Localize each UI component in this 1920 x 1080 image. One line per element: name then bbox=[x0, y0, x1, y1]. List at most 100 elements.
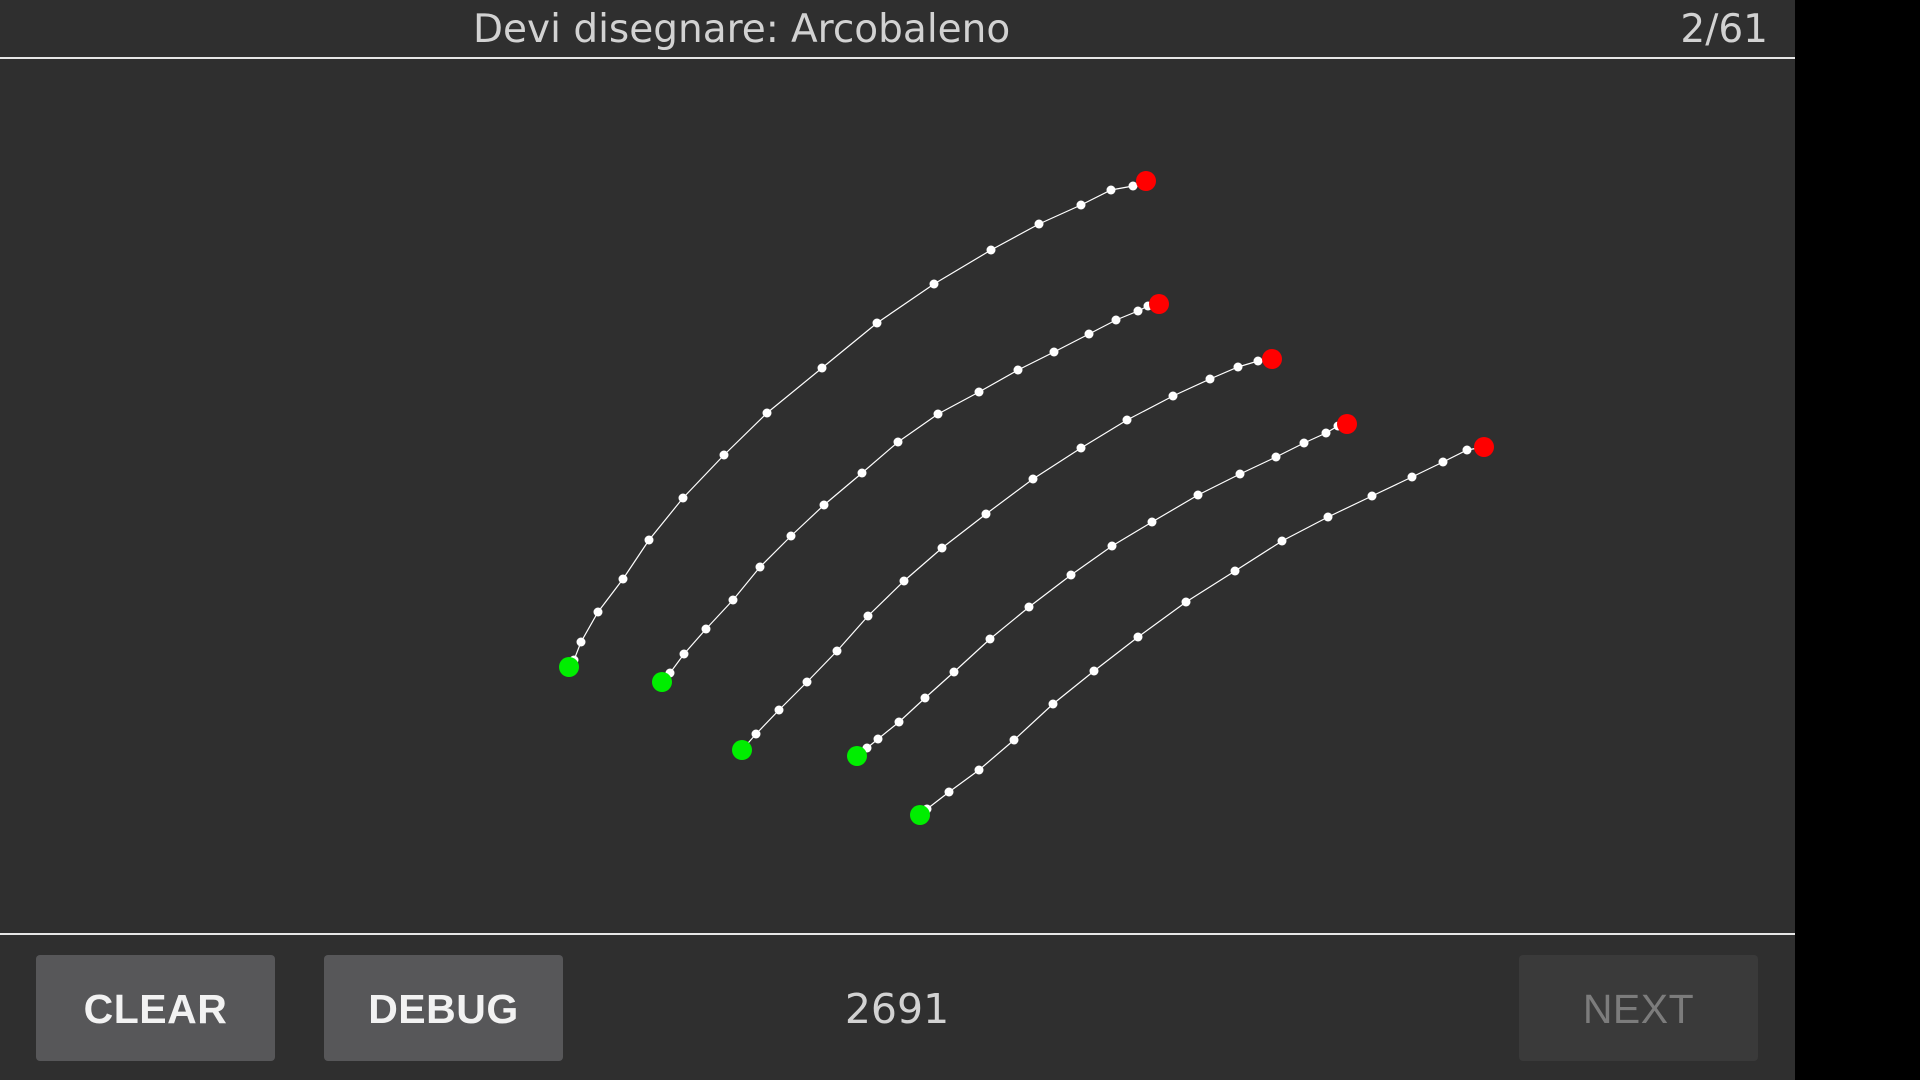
stroke-1 bbox=[559, 171, 1156, 677]
stroke-sample-point bbox=[802, 677, 812, 687]
stroke-sample-point bbox=[1233, 362, 1243, 372]
stroke-4 bbox=[847, 414, 1357, 766]
stroke-sample-point bbox=[873, 734, 883, 744]
stroke-sample-point bbox=[679, 649, 689, 659]
stroke-sample-point bbox=[944, 787, 954, 797]
screen-edge-strip bbox=[1795, 0, 1920, 1080]
stroke-sample-point bbox=[755, 562, 765, 572]
stroke-sample-point bbox=[894, 717, 904, 727]
bottom-divider bbox=[0, 933, 1795, 935]
score-value: 2691 bbox=[844, 985, 950, 1033]
stroke-sample-point bbox=[863, 611, 873, 621]
stroke-start-point bbox=[559, 657, 579, 677]
stroke-path bbox=[568, 180, 1147, 668]
stroke-sample-point bbox=[1181, 597, 1191, 607]
stroke-sample-point bbox=[1111, 315, 1121, 325]
stroke-sample-point bbox=[1024, 602, 1034, 612]
progress-counter: 2/61 bbox=[1680, 7, 1768, 52]
prompt-label: Devi disegnare: bbox=[473, 7, 779, 52]
stroke-sample-point bbox=[678, 493, 688, 503]
stroke-end-point bbox=[1474, 437, 1494, 457]
stroke-sample-point bbox=[1106, 185, 1116, 195]
stroke-sample-point bbox=[857, 468, 867, 478]
prompt-word: Arcobaleno bbox=[791, 7, 1011, 52]
stroke-path bbox=[919, 446, 1485, 816]
debug-button[interactable]: DEBUG bbox=[324, 955, 563, 1061]
stroke-sample-point bbox=[786, 531, 796, 541]
stroke-sample-point bbox=[981, 509, 991, 519]
stroke-sample-point bbox=[1230, 566, 1240, 576]
stroke-start-point bbox=[652, 672, 672, 692]
stroke-sample-point bbox=[1462, 445, 1472, 455]
stroke-sample-point bbox=[1271, 452, 1281, 462]
stroke-sample-point bbox=[1128, 181, 1138, 191]
stroke-sample-point bbox=[751, 729, 761, 739]
stroke-sample-point bbox=[576, 637, 586, 647]
stroke-start-point bbox=[910, 805, 930, 825]
stroke-path bbox=[741, 358, 1273, 751]
stroke-sample-point bbox=[618, 574, 628, 584]
stroke-sample-point bbox=[774, 705, 784, 715]
stroke-sample-point bbox=[1168, 391, 1178, 401]
stroke-end-point bbox=[1262, 349, 1282, 369]
stroke-path bbox=[856, 423, 1348, 757]
stroke-sample-point bbox=[1253, 356, 1263, 366]
stroke-path bbox=[661, 303, 1160, 683]
drawing-canvas[interactable] bbox=[0, 59, 1795, 933]
stroke-3 bbox=[732, 349, 1282, 760]
stroke-sample-point bbox=[1034, 219, 1044, 229]
stroke-sample-point bbox=[1066, 570, 1076, 580]
stroke-sample-point bbox=[893, 437, 903, 447]
stroke-sample-point bbox=[593, 607, 603, 617]
stroke-sample-point bbox=[1407, 472, 1417, 482]
stroke-sample-point bbox=[920, 693, 930, 703]
drawing-app: Devi disegnare: Arcobaleno 2/61 CLEAR DE… bbox=[0, 0, 1795, 1080]
stroke-sample-point bbox=[1009, 735, 1019, 745]
stroke-5 bbox=[910, 437, 1494, 825]
stroke-sample-point bbox=[1122, 415, 1132, 425]
stroke-sample-point bbox=[986, 245, 996, 255]
stroke-sample-point bbox=[832, 646, 842, 656]
stroke-sample-point bbox=[1076, 443, 1086, 453]
stroke-sample-point bbox=[937, 543, 947, 553]
stroke-sample-point bbox=[1438, 457, 1448, 467]
stroke-sample-point bbox=[1133, 306, 1143, 316]
stroke-sample-point bbox=[819, 500, 829, 510]
stroke-end-point bbox=[1149, 294, 1169, 314]
stroke-sample-point bbox=[1193, 490, 1203, 500]
next-button[interactable]: NEXT bbox=[1519, 955, 1758, 1061]
stroke-sample-point bbox=[762, 408, 772, 418]
stroke-sample-point bbox=[1147, 517, 1157, 527]
stroke-sample-point bbox=[872, 318, 882, 328]
stroke-sample-point bbox=[1321, 428, 1331, 438]
top-bar: Devi disegnare: Arcobaleno 2/61 bbox=[0, 0, 1795, 59]
stroke-sample-point bbox=[1028, 474, 1038, 484]
stroke-end-point bbox=[1337, 414, 1357, 434]
stroke-sample-point bbox=[929, 279, 939, 289]
stroke-start-point bbox=[847, 746, 867, 766]
clear-button[interactable]: CLEAR bbox=[36, 955, 275, 1061]
stroke-sample-point bbox=[701, 624, 711, 634]
stroke-sample-point bbox=[1277, 536, 1287, 546]
stroke-sample-point bbox=[1076, 200, 1086, 210]
stroke-sample-point bbox=[817, 363, 827, 373]
stroke-sample-point bbox=[1133, 632, 1143, 642]
stroke-sample-point bbox=[1323, 512, 1333, 522]
stroke-sample-point bbox=[1367, 491, 1377, 501]
stroke-start-point bbox=[732, 740, 752, 760]
stroke-sample-point bbox=[1299, 438, 1309, 448]
stroke-sample-point bbox=[728, 595, 738, 605]
stroke-sample-point bbox=[719, 450, 729, 460]
stroke-sample-point bbox=[1107, 541, 1117, 551]
stroke-sample-point bbox=[1089, 666, 1099, 676]
stroke-sample-point bbox=[985, 634, 995, 644]
stroke-sample-point bbox=[1013, 365, 1023, 375]
stroke-sample-point bbox=[899, 576, 909, 586]
stroke-sample-point bbox=[1084, 329, 1094, 339]
stroke-sample-point bbox=[1205, 374, 1215, 384]
stroke-sample-point bbox=[974, 387, 984, 397]
stroke-end-point bbox=[1136, 171, 1156, 191]
stroke-sample-point bbox=[1235, 469, 1245, 479]
stroke-sample-point bbox=[933, 409, 943, 419]
stroke-2 bbox=[652, 294, 1169, 692]
